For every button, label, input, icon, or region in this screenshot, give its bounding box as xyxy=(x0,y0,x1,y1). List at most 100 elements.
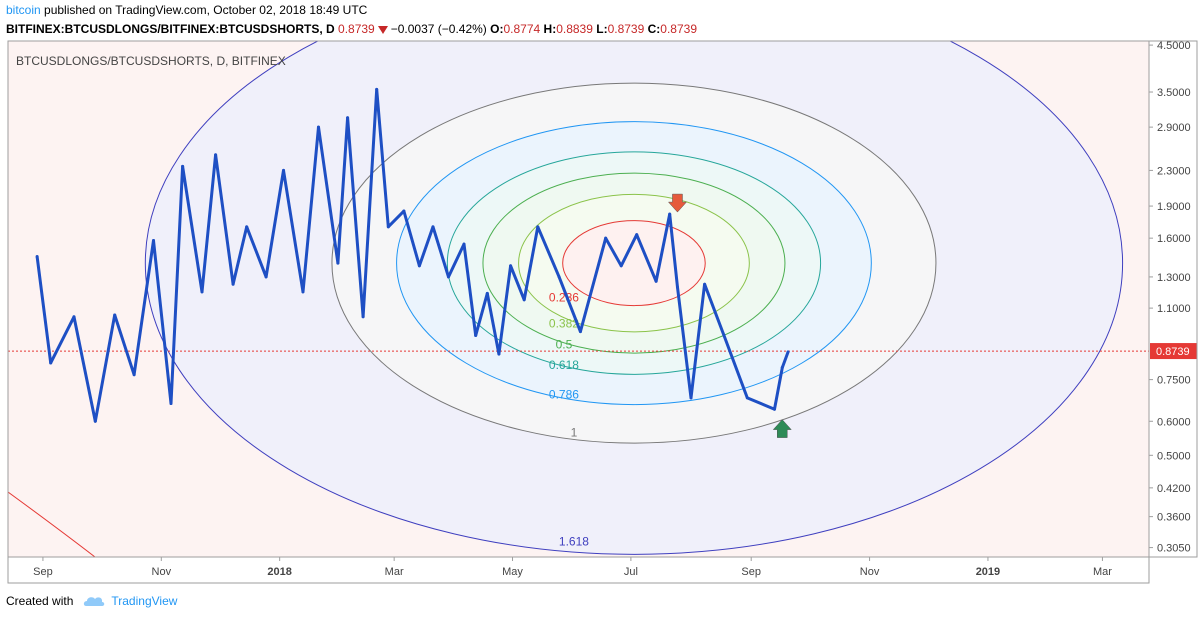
price-scale-border xyxy=(1148,40,1198,558)
zigzag-point xyxy=(417,264,421,268)
y-tick-label: 4.5000 xyxy=(1157,40,1191,52)
y-axis: 4.5000 3.5000 2.9000 2.3000 1.9000 1.6000 1.30… xyxy=(1149,40,1197,555)
x-tick-label: Sep xyxy=(741,566,761,578)
time-scale-border xyxy=(7,556,1150,584)
zigzag-point xyxy=(301,290,305,294)
y-tick-label: 2.9000 xyxy=(1157,122,1191,134)
zigzag-point xyxy=(231,282,235,286)
zigzag-point xyxy=(264,275,268,279)
y-tick-label: 0.6000 xyxy=(1157,416,1191,428)
zigzag-point xyxy=(675,285,679,289)
zigzag-point xyxy=(654,279,658,283)
zigzag-point xyxy=(361,315,365,319)
zigzag-point xyxy=(703,282,707,286)
fib-label-0.236: 0.236 xyxy=(549,291,579,305)
y-tick-label: 1.1000 xyxy=(1157,303,1191,315)
fib-label-0.5: 0.5 xyxy=(556,337,573,351)
zigzag-point xyxy=(619,264,623,268)
zigzag-point xyxy=(49,361,53,365)
symbol-ohlc-line: BITFINEX:BTCUSDLONGS/BITFINEX:BTCUSDSHOR… xyxy=(6,22,697,36)
footer: Created with TradingView xyxy=(6,594,177,608)
y-tick-label: 1.3000 xyxy=(1157,272,1191,284)
zigzag-point xyxy=(635,233,639,237)
last-price-label: 0.8739 xyxy=(1156,346,1190,358)
zigzag-point xyxy=(386,225,390,229)
zigzag-point xyxy=(316,125,320,129)
fib-label-0.382: 0.382 xyxy=(549,316,579,330)
zigzag-point xyxy=(169,401,173,405)
zigzag-point xyxy=(113,313,117,317)
zigzag-point xyxy=(722,333,726,337)
zigzag-point xyxy=(668,212,672,216)
y-tick-label: 0.3600 xyxy=(1157,512,1191,524)
zigzag-point xyxy=(536,225,540,229)
zigzag-point xyxy=(214,153,218,157)
x-tick-label: Mar xyxy=(1093,566,1112,578)
y-tick-label: 0.4200 xyxy=(1157,483,1191,495)
zigzag-point xyxy=(485,291,489,295)
x-tick-label: Nov xyxy=(152,566,172,578)
zigzag-point xyxy=(604,236,608,240)
x-tick-label: 2018 xyxy=(267,566,291,578)
zigzag-point xyxy=(557,275,561,279)
fib-label-1: 1 xyxy=(571,425,578,439)
created-with-text: Created with xyxy=(6,594,74,608)
zigzag-point xyxy=(282,168,286,172)
high-value: 0.8839 xyxy=(556,22,593,36)
zigzag-point xyxy=(772,407,776,411)
last-price-tag xyxy=(1150,343,1197,360)
down-triangle-icon xyxy=(377,25,388,34)
zigzag-line xyxy=(35,87,790,423)
open-value: 0.8774 xyxy=(503,22,541,36)
zigzag-point xyxy=(346,116,350,120)
fib-circle-0.236 xyxy=(562,220,706,307)
arrow-up-icon xyxy=(772,419,792,438)
y-tick-label: 0.7500 xyxy=(1157,375,1191,387)
zigzag-point xyxy=(745,396,749,400)
fib-label-0.786: 0.786 xyxy=(549,388,579,402)
published-text: published on TradingView.com, October 02… xyxy=(44,3,368,17)
zigzag-point xyxy=(93,419,97,423)
y-tick-label: 3.5000 xyxy=(1157,87,1191,99)
zigzag-point xyxy=(689,396,693,400)
y-tick-label: 0.5000 xyxy=(1157,450,1191,462)
zigzag-point xyxy=(578,330,582,334)
x-tick-label: Sep xyxy=(33,566,53,578)
y-tick-label: 0.3050 xyxy=(1157,543,1191,555)
zigzag-series xyxy=(35,87,790,423)
publish-line: bitcoin published on TradingView.com, Oc… xyxy=(6,3,367,17)
change-value: −0.0037 (−0.42%) xyxy=(390,22,487,36)
zigzag-point xyxy=(497,352,501,356)
y-tick-label: 2.3000 xyxy=(1157,165,1191,177)
annotations xyxy=(667,193,792,438)
zigzag-point xyxy=(462,242,466,246)
fib-label-1.618: 1.618 xyxy=(559,534,589,548)
arc-segment xyxy=(8,491,96,557)
author-link[interactable]: bitcoin xyxy=(6,3,41,17)
zigzag-point xyxy=(132,373,136,377)
zigzag-point xyxy=(245,225,249,229)
x-tick-label: May xyxy=(502,566,523,578)
zigzag-point xyxy=(474,333,478,337)
fib-circles: 0.236 0.382 0.5 0.618 0.786 1 1.618 xyxy=(8,41,1123,557)
zigzag-point xyxy=(72,315,76,319)
x-tick-label: 2019 xyxy=(976,566,1000,578)
high-label: H: xyxy=(543,22,557,36)
x-tick-label: Jul xyxy=(624,566,638,578)
x-tick-label: Nov xyxy=(860,566,880,578)
x-tick-label: Mar xyxy=(385,566,404,578)
y-tick-label: 1.9000 xyxy=(1157,201,1191,213)
zigzag-point xyxy=(402,209,406,213)
zigzag-point xyxy=(446,275,450,279)
last-value: 0.8739 xyxy=(338,22,375,36)
zigzag-point xyxy=(200,290,204,294)
x-axis: Sep Nov 2018 Mar May Jul Sep Nov 2019 Mar xyxy=(33,557,1112,578)
chart-title: BTCUSDLONGS/BTCUSDSHORTS, D, BITFINEX xyxy=(16,54,286,68)
close-label: C: xyxy=(647,22,661,36)
zigzag-point xyxy=(152,239,156,243)
low-value: 0.8739 xyxy=(607,22,645,36)
fib-label-0.618: 0.618 xyxy=(549,358,579,372)
tradingview-link[interactable]: TradingView xyxy=(111,594,178,608)
y-tick-label: 1.6000 xyxy=(1157,233,1191,245)
